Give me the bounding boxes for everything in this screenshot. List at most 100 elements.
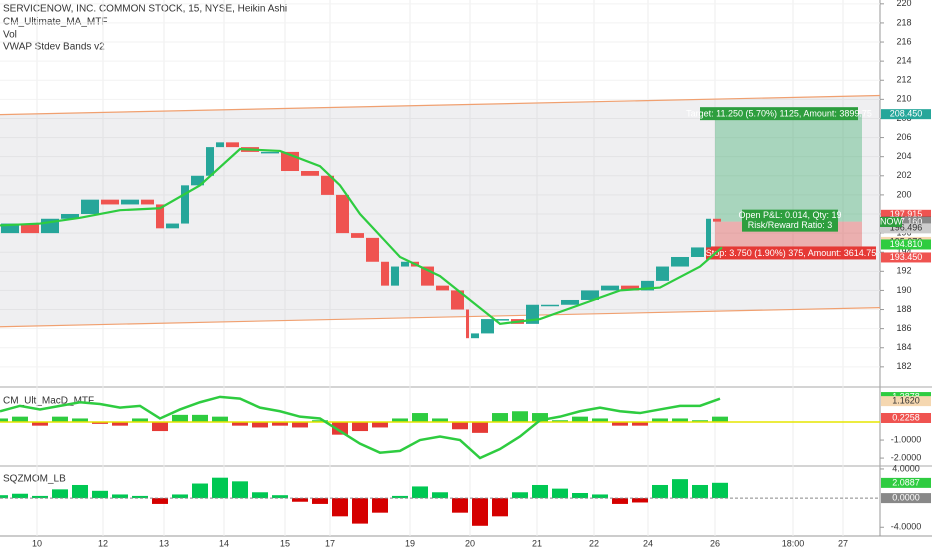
macd-bar: [272, 422, 288, 426]
price-tag-label: 197.160: [890, 216, 923, 226]
sqz-bar: [192, 483, 208, 499]
sqz-bar: [452, 498, 468, 513]
sqz-bar: [492, 498, 508, 517]
pane-label: CM_Ult_MacD_MTF: [3, 396, 94, 407]
macd-bar: [712, 416, 728, 423]
sqz-bar: [372, 498, 388, 513]
macd-bar: [412, 413, 428, 423]
candle: [621, 285, 639, 291]
sqz-bar: [32, 495, 48, 499]
candle: [466, 309, 469, 339]
sqz-bar: [672, 479, 688, 499]
y-tick-label: 218: [896, 17, 911, 27]
pnl-label: Open P&L: 0.014, Qty: 19: [738, 210, 841, 220]
macd-bar: [252, 422, 268, 428]
candle: [101, 199, 119, 205]
sqz-bar: [552, 488, 568, 499]
candle: [581, 290, 599, 300]
sqz-bar: [212, 477, 228, 499]
sqz-bar: [412, 486, 428, 499]
sqz-bar: [532, 484, 548, 499]
macd-bar: [572, 416, 588, 423]
macd-bar: [212, 416, 228, 423]
x-tick-label: 20: [465, 538, 475, 548]
candle: [656, 266, 669, 281]
price-tag: [881, 396, 931, 407]
price-tag-label: 194.810: [890, 239, 923, 249]
candle: [401, 261, 409, 267]
x-tick-label: 18:00: [782, 538, 805, 548]
macd-bar: [432, 418, 448, 423]
price-tag-label: 208.450: [890, 109, 923, 119]
macd-bar: [372, 422, 388, 428]
y-tick-label: 204: [896, 151, 911, 161]
sqz-bar: [52, 489, 68, 499]
price-tag: [881, 239, 931, 250]
candle: [206, 147, 214, 176]
sqz-bar: [272, 495, 288, 499]
candle: [706, 218, 711, 248]
candle: [181, 185, 189, 224]
sqz-bar: [232, 481, 248, 499]
macd-bar: [72, 418, 88, 423]
indicator-label: VWAP Stdev Bands v2: [3, 42, 105, 53]
macd-bar: [512, 411, 528, 423]
y-tick-label: 190: [896, 285, 911, 295]
y-tick-label: -4.0000: [891, 522, 922, 532]
macd-bar: [672, 418, 688, 423]
x-tick-label: 19: [405, 538, 415, 548]
x-tick-label: 12: [98, 538, 108, 548]
candle: [561, 299, 579, 305]
x-tick-label: 17: [325, 538, 335, 548]
price-tag-label: 2.0887: [892, 477, 920, 487]
x-tick-label: 21: [532, 538, 542, 548]
macd-bar: [492, 413, 508, 423]
candle: [216, 142, 224, 148]
candle: [436, 285, 449, 291]
macd-bar: [392, 418, 408, 423]
price-tag: [881, 477, 931, 488]
channel-line: [0, 94, 881, 116]
x-tick-label: 27: [838, 538, 848, 548]
y-tick-label: 200: [896, 189, 911, 199]
x-tick-label: 15: [280, 538, 290, 548]
macd-bar: [632, 422, 648, 426]
candle: [1, 223, 19, 234]
candle: [261, 151, 279, 154]
y-tick-label: -2.0000: [891, 452, 922, 462]
target-zone: [715, 114, 862, 222]
y-tick-label: 4.0000: [892, 463, 920, 473]
candle: [191, 175, 204, 186]
y-tick-label: 212: [896, 75, 911, 85]
candle: [713, 218, 721, 222]
macd-bar: [232, 422, 248, 426]
macd-bar: [0, 418, 8, 423]
candle: [301, 171, 319, 176]
x-tick-label: 24: [643, 538, 653, 548]
macd-bar: [592, 418, 608, 423]
candle: [671, 256, 689, 267]
symbol-tag: [880, 217, 902, 227]
sqz-bar: [252, 492, 268, 499]
x-tick-label: 22: [589, 538, 599, 548]
price-tag: [881, 223, 931, 234]
sqz-bar: [112, 494, 128, 499]
candle: [156, 204, 164, 229]
sqz-bar: [0, 495, 8, 499]
sqz-bar: [652, 484, 668, 499]
price-tag: [881, 109, 931, 120]
macd-bar: [452, 422, 468, 430]
sqz-bar: [292, 498, 308, 502]
macd-bar: [472, 422, 488, 433]
macd-bar: [92, 422, 108, 424]
price-tag: [881, 209, 931, 220]
ma-line: [0, 147, 723, 326]
macd-bar: [332, 422, 348, 435]
price-tag-label: 197.915: [890, 209, 923, 219]
macd-bar: [52, 416, 68, 423]
y-tick-label: 202: [896, 170, 911, 180]
macd-bar: [192, 414, 208, 423]
sqz-bar: [392, 495, 408, 499]
stop-label: Stop: 3.750 (1.90%) 375, Amount: 3614.75: [706, 248, 877, 258]
